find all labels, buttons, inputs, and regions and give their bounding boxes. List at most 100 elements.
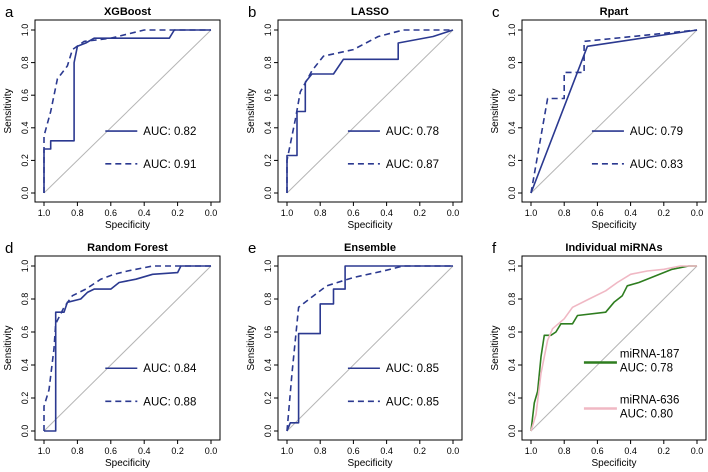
x-tick-label: 0.8: [71, 446, 84, 456]
x-axis-label: Specificity: [347, 220, 392, 231]
y-tick-label: 0.2: [263, 154, 273, 167]
x-tick-label: 0.8: [558, 208, 571, 218]
x-tick-label: 0.2: [658, 446, 671, 456]
x-axis-label: Specificity: [591, 220, 636, 231]
panel-e: e Ensemble 1.0 0.8 0.6 0.4 0.2 0.0 0.0 0.2 0.4 0.6 0…: [246, 240, 463, 469]
y-tick-label: 0.4: [507, 359, 517, 372]
y-tick-label: 0.6: [20, 326, 30, 339]
x-tick-label: 0.2: [414, 208, 427, 218]
x-axis-label: Specificity: [591, 458, 636, 469]
y-axis-label: Sensitivity: [3, 325, 14, 370]
legend-label: AUC: 0.83: [630, 159, 683, 171]
y-tick-label: 0.8: [20, 56, 30, 69]
y-tick-label: 0.2: [507, 154, 517, 167]
y-tick-label: 0.8: [263, 293, 273, 306]
x-tick-label: 0.8: [314, 208, 327, 218]
y-tick-label: 0.0: [263, 187, 273, 200]
y-tick-label: 0.2: [507, 392, 517, 405]
legend-label: AUC: 0.85: [386, 396, 439, 408]
x-tick-label: 0.8: [314, 446, 327, 456]
x-axis-label: Specificity: [105, 220, 150, 231]
legend-label: AUC: 0.79: [630, 126, 683, 138]
roc-curve-2: [530, 29, 698, 194]
plot-frame: [521, 255, 707, 441]
x-tick-label: 0.6: [105, 208, 118, 218]
panel-d: d Random Forest 1.0 0.8 0.6 0.4 0.2 0.0 0.0 0.2 0.…: [3, 240, 221, 469]
y-tick-label: 1.0: [507, 260, 517, 273]
legend-label: AUC: 0.87: [386, 159, 439, 171]
x-tick-label: 0.4: [380, 208, 393, 218]
x-tick-label: 0.2: [414, 446, 427, 456]
legend-label: AUC: 0.91: [143, 159, 196, 171]
x-axis-label: Specificity: [347, 458, 392, 469]
x-tick-label: 1.0: [525, 446, 538, 456]
x-tick-label: 0.4: [380, 446, 393, 456]
y-tick-label: 0.2: [20, 154, 30, 167]
y-tick-label: 0.4: [263, 122, 273, 135]
panel-letter: a: [5, 4, 14, 21]
x-tick-label: 0.2: [171, 446, 184, 456]
roc-curve-1: [43, 29, 211, 193]
reference-diagonal: [530, 265, 698, 432]
legend-label: miRNA-636: [620, 395, 679, 407]
legend-label: AUC: 0.84: [143, 363, 197, 375]
y-tick-label: 0.6: [263, 326, 273, 339]
x-tick-label: 0.4: [138, 446, 151, 456]
roc-curve-1: [530, 29, 698, 194]
x-tick-label: 1.0: [38, 446, 51, 456]
x-tick-label: 1.0: [281, 446, 294, 456]
legend-label: AUC: 0.78: [386, 126, 439, 138]
y-tick-label: 0.0: [507, 425, 517, 438]
y-tick-label: 0.0: [263, 425, 273, 438]
reference-diagonal: [530, 29, 698, 194]
roc-curve-1: [286, 265, 453, 432]
plot-frame: [521, 19, 707, 203]
y-tick-label: 0.0: [20, 425, 30, 438]
y-tick-label: 0.6: [507, 326, 517, 339]
roc-curve-2: [530, 265, 697, 432]
x-tick-label: 0.0: [205, 208, 218, 218]
x-tick-label: 1.0: [38, 208, 51, 218]
y-tick-label: 1.0: [20, 24, 30, 37]
y-axis-label: Sensitivity: [3, 88, 14, 133]
plot-frame: [277, 255, 463, 441]
legend-auc-label: AUC: 0.78: [620, 363, 673, 375]
legend-label: AUC: 0.82: [143, 126, 196, 138]
y-tick-label: 0.4: [507, 122, 517, 135]
x-tick-label: 1.0: [525, 208, 538, 218]
panel-b: b LASSO 1.0 0.8 0.6 0.4 0.2 0.0 0.0 0.2 0.4 0.6 0.8 1…: [246, 4, 463, 231]
roc-curve-1: [44, 265, 211, 432]
panel-letter: e: [248, 240, 256, 257]
y-tick-label: 0.2: [20, 392, 30, 405]
x-tick-label: 0.6: [347, 208, 360, 218]
y-tick-label: 0.8: [507, 293, 517, 306]
roc-curve-2: [43, 265, 211, 431]
panel-letter: f: [492, 240, 497, 257]
y-tick-label: 0.4: [20, 359, 30, 372]
x-tick-label: 0.2: [171, 208, 184, 218]
panel-title: Individual miRNAs: [565, 242, 662, 254]
plot-frame: [34, 255, 221, 441]
panel-title: XGBoost: [104, 6, 151, 18]
y-axis-label: Sensitivity: [490, 88, 501, 133]
y-tick-label: 0.6: [507, 89, 517, 102]
x-tick-label: 0.6: [347, 446, 360, 456]
y-axis-label: Sensitivity: [246, 88, 257, 133]
legend-label: miRNA-187: [620, 349, 679, 361]
x-tick-label: 0.4: [624, 446, 637, 456]
y-tick-label: 1.0: [20, 260, 30, 273]
panel-title: Rpart: [600, 6, 629, 18]
x-tick-label: 0.4: [624, 208, 637, 218]
plot-frame: [34, 19, 221, 203]
y-tick-label: 0.4: [263, 359, 273, 372]
y-tick-label: 0.4: [20, 122, 30, 135]
x-tick-label: 0.0: [691, 446, 704, 456]
y-tick-label: 1.0: [263, 260, 273, 273]
reference-diagonal: [286, 29, 454, 194]
panel-letter: b: [248, 4, 256, 21]
roc-curve-1: [286, 29, 454, 193]
panel-letter: c: [492, 4, 500, 21]
y-tick-label: 1.0: [507, 24, 517, 37]
x-tick-label: 0.6: [591, 208, 604, 218]
